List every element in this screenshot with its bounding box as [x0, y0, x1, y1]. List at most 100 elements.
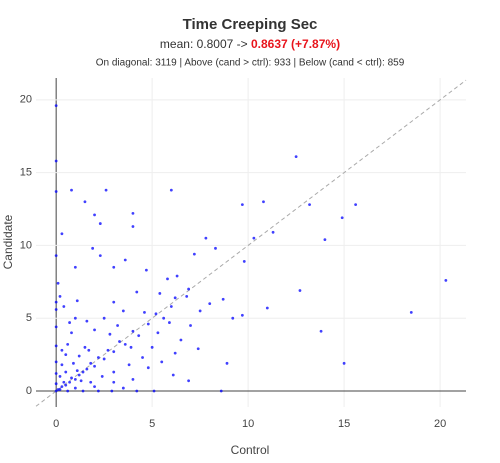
point	[225, 361, 229, 365]
point	[54, 308, 58, 311]
point	[240, 313, 244, 317]
point	[131, 377, 135, 381]
point	[189, 324, 192, 327]
y-axis-label: Candidate	[1, 214, 15, 269]
point	[75, 299, 79, 303]
point	[242, 260, 246, 263]
point	[91, 246, 95, 250]
point	[54, 325, 58, 329]
point	[123, 343, 127, 346]
point	[87, 348, 91, 352]
y-tick-label: 20	[20, 94, 32, 106]
point	[85, 367, 89, 371]
point	[100, 375, 104, 378]
point	[93, 213, 96, 217]
point	[93, 385, 96, 389]
point	[96, 356, 100, 359]
point	[54, 254, 58, 258]
point	[262, 200, 265, 204]
point	[110, 389, 114, 393]
point	[298, 289, 302, 292]
point	[96, 389, 100, 393]
point	[54, 344, 58, 348]
point	[131, 225, 135, 228]
point	[121, 386, 125, 390]
point	[54, 190, 58, 193]
point	[54, 389, 58, 393]
point	[60, 348, 64, 352]
point	[131, 329, 135, 333]
point	[58, 388, 62, 391]
point	[64, 370, 68, 374]
point	[93, 328, 96, 332]
point	[152, 389, 156, 393]
point	[85, 319, 89, 323]
x-tick-label: 0	[53, 418, 59, 430]
point	[54, 300, 58, 304]
point	[62, 380, 66, 384]
point	[294, 155, 298, 159]
point	[146, 322, 150, 326]
point	[70, 331, 73, 335]
point	[98, 254, 102, 258]
x-tick-label: 10	[242, 418, 254, 430]
point	[127, 363, 131, 367]
point	[231, 316, 235, 320]
point	[60, 232, 64, 236]
point	[158, 292, 162, 295]
point	[112, 300, 116, 304]
point	[169, 188, 173, 192]
point	[162, 316, 166, 320]
point	[340, 216, 344, 220]
point	[444, 278, 448, 282]
point	[56, 388, 60, 391]
point	[89, 380, 93, 384]
point	[58, 375, 62, 378]
point	[154, 312, 158, 316]
y-tick-label: 5	[26, 312, 32, 324]
point	[112, 380, 116, 384]
point	[93, 364, 96, 368]
point	[150, 345, 154, 349]
point	[179, 338, 183, 342]
point	[73, 377, 77, 381]
point	[319, 329, 323, 333]
point	[54, 159, 58, 163]
point	[60, 385, 64, 389]
point	[131, 211, 135, 215]
y-tick-label: 10	[20, 239, 32, 251]
point	[123, 258, 127, 262]
point	[89, 361, 93, 365]
point	[64, 353, 68, 356]
point	[102, 316, 106, 320]
point	[83, 345, 87, 349]
point	[54, 104, 58, 108]
point	[221, 297, 225, 301]
point	[135, 389, 139, 393]
point	[175, 274, 179, 278]
chart-title: Time Creeping Sec	[183, 16, 318, 33]
point	[102, 357, 106, 361]
point	[68, 321, 71, 324]
point	[198, 309, 202, 313]
x-tick-label: 20	[434, 418, 446, 430]
point	[81, 389, 85, 393]
point	[204, 236, 208, 240]
point	[141, 356, 144, 359]
point	[60, 363, 64, 367]
subtitle: mean: 0.8007 -> 0.8637 (+7.87%)	[160, 37, 340, 51]
point	[73, 265, 77, 269]
point	[62, 305, 66, 308]
point	[112, 370, 116, 374]
point	[323, 238, 327, 241]
point	[79, 379, 83, 383]
point	[166, 277, 169, 281]
point	[104, 188, 108, 192]
y-tick-label: 0	[26, 385, 32, 397]
point	[156, 331, 160, 335]
point	[66, 389, 70, 393]
point	[81, 370, 85, 374]
point	[58, 294, 62, 298]
point	[54, 382, 58, 386]
point	[73, 316, 77, 320]
